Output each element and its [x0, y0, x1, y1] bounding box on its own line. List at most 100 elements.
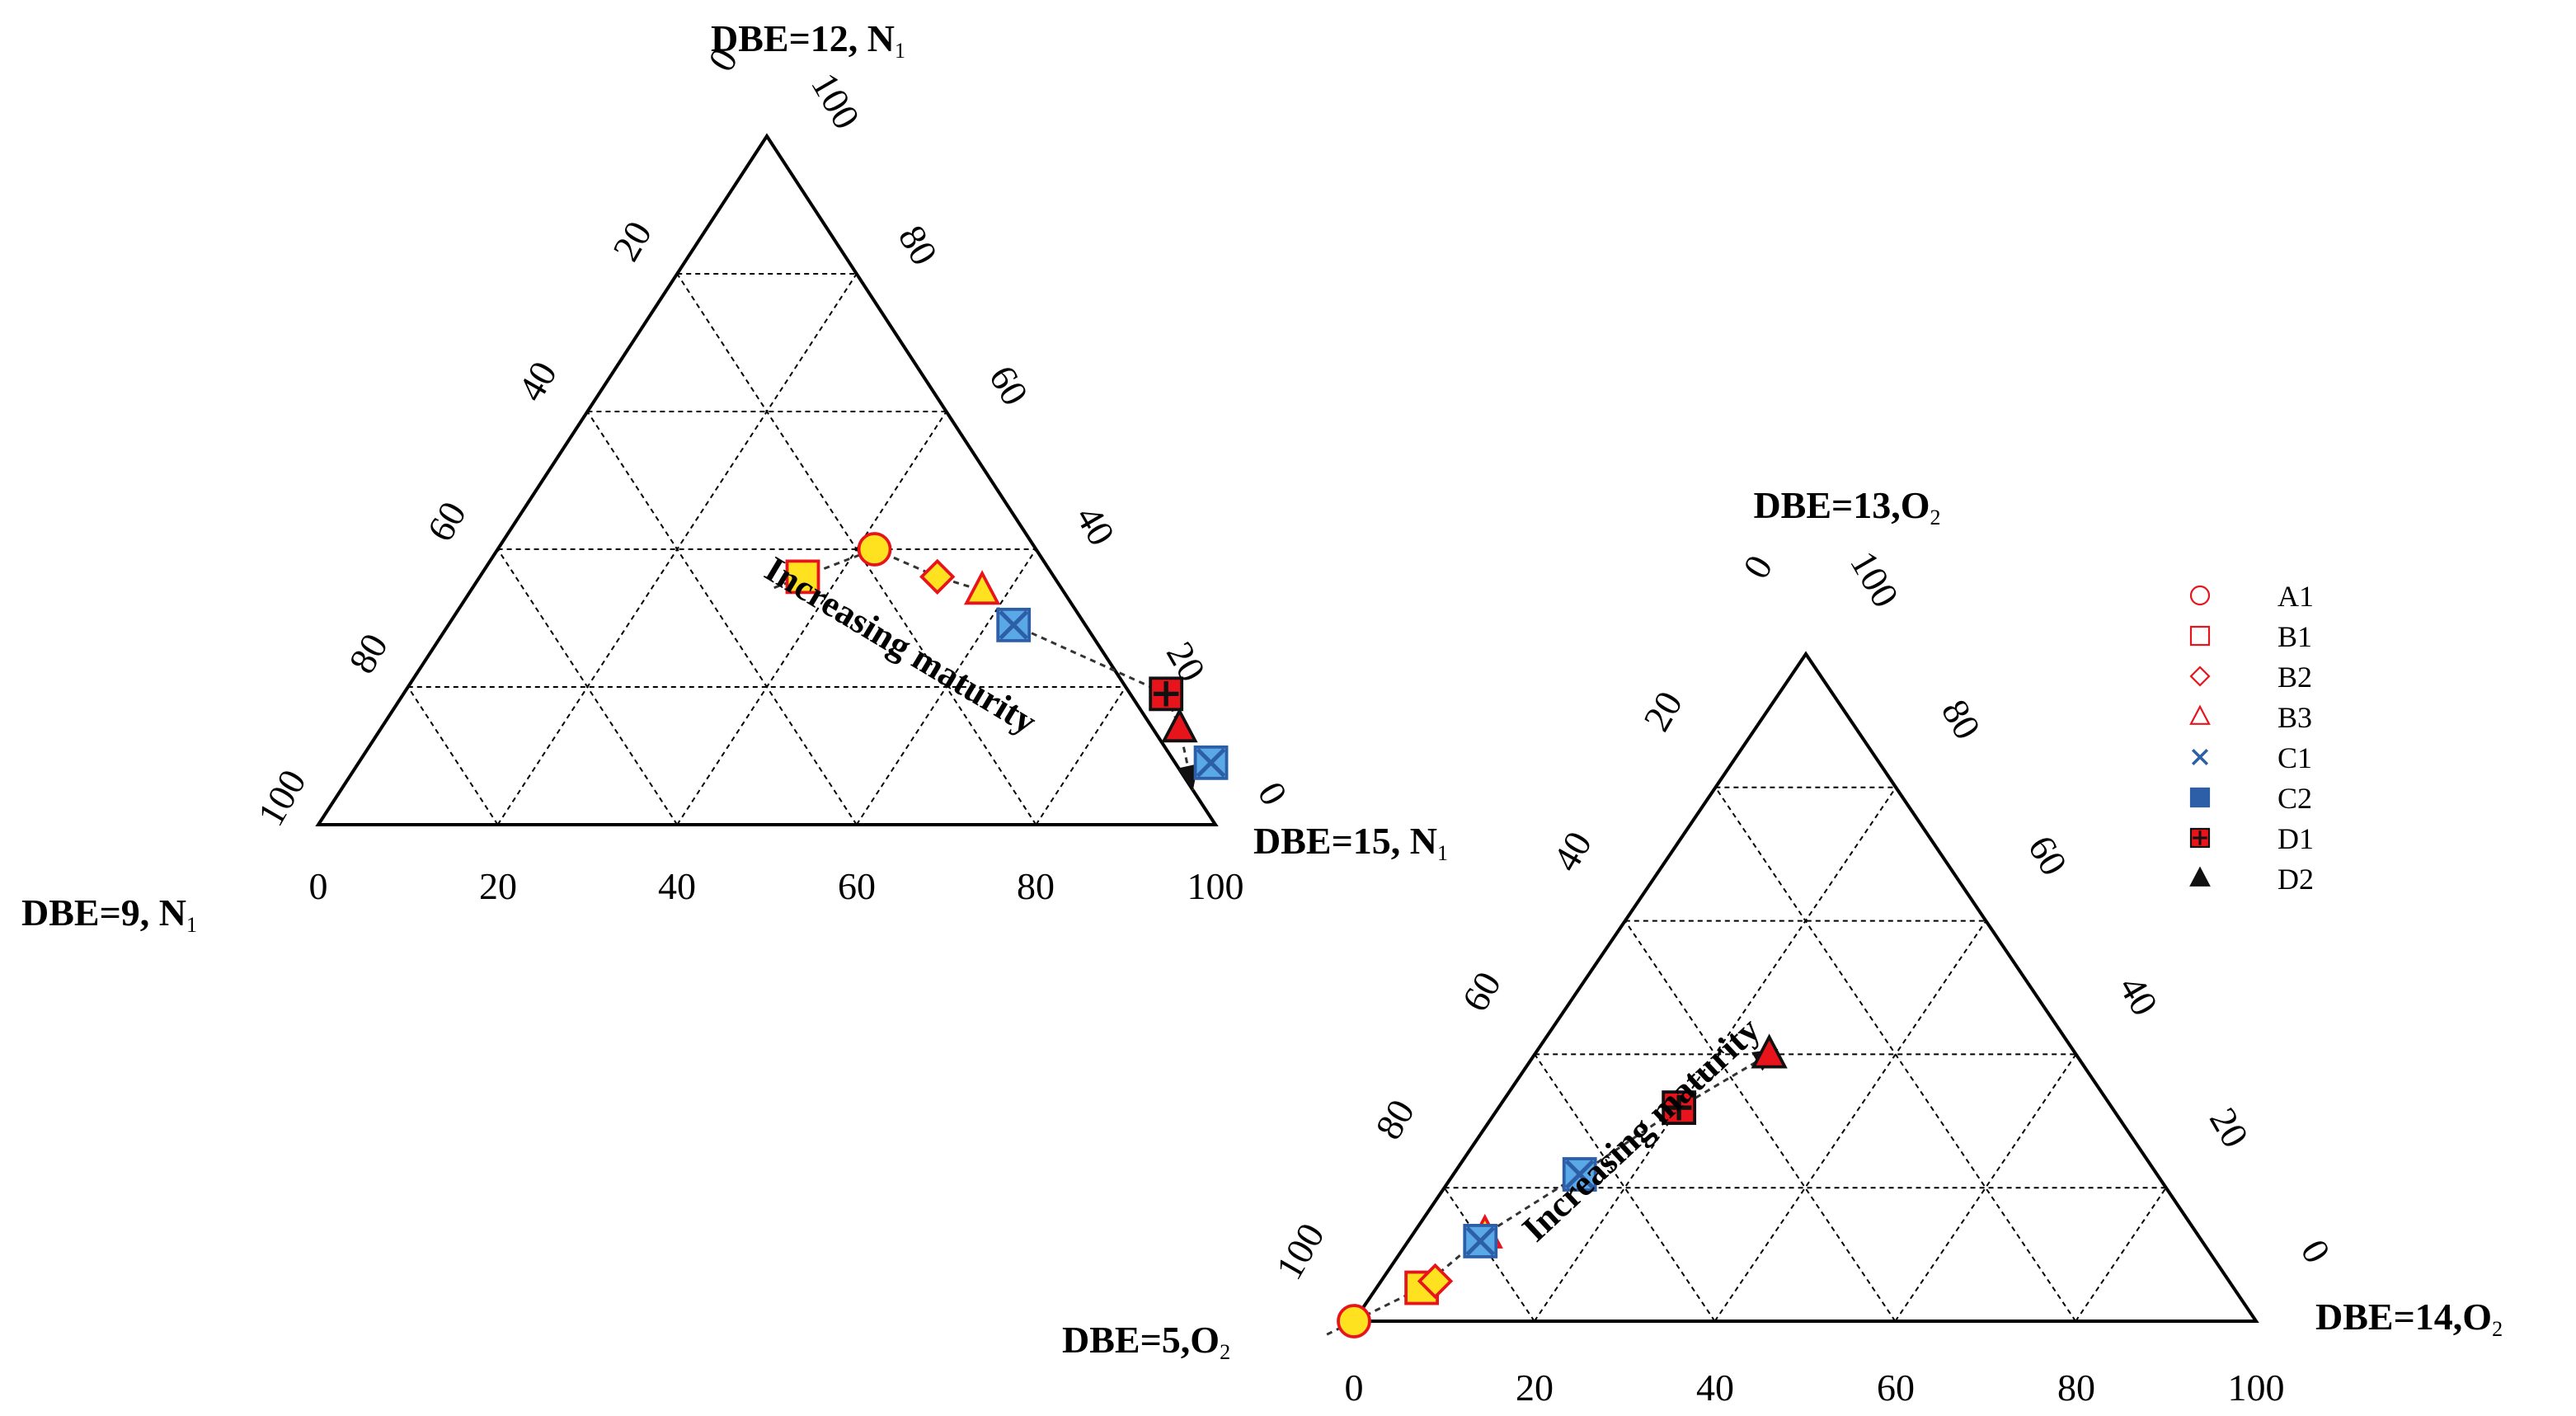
point-b3 — [963, 570, 1001, 605]
tick-label: 0 — [1735, 548, 1781, 586]
tick-label: 60 — [838, 865, 876, 907]
arrowhead-icon — [1177, 764, 1199, 791]
tick-label: 80 — [2057, 1367, 2095, 1409]
triangle-frame — [1351, 651, 2259, 1323]
point-b2 — [919, 558, 956, 595]
triangle-frame — [315, 133, 1219, 826]
legend-item-d2: D2 — [2189, 863, 2314, 896]
tick-label: 80 — [1017, 865, 1055, 907]
grid-lines — [407, 273, 1127, 826]
legend-label: A1 — [2278, 580, 2314, 613]
vertex-label-right: DBE=14,O2 — [2315, 1296, 2503, 1341]
tick-label: 100 — [1842, 544, 1907, 614]
legend-marker-icon — [2189, 866, 2211, 887]
vertex-label-subscript: 2 — [2492, 1317, 2503, 1341]
vertex-label-text: DBE=14,O — [2315, 1296, 2492, 1338]
point-b1 — [785, 559, 820, 595]
tick-label: 40 — [658, 865, 696, 907]
legend-item-d1: D1 — [2189, 822, 2314, 855]
vertex-label-left: DBE=9, N1 — [21, 891, 197, 937]
vertex-label-left: DBE=5,O2 — [1062, 1319, 1230, 1364]
tick-label: 80 — [341, 627, 396, 680]
legend-label: C1 — [2278, 741, 2312, 774]
tick-label: 80 — [1367, 1093, 1422, 1146]
grid-line — [586, 411, 858, 826]
legend-label: B2 — [2278, 661, 2312, 694]
tick-label: 60 — [981, 359, 1037, 412]
point-d1 — [1662, 1090, 1697, 1126]
trend-annotation: Increasing maturity — [1514, 1009, 1767, 1249]
point-b2 — [1417, 1263, 1454, 1300]
grid-line — [855, 548, 1037, 826]
tick-label: 0 — [1250, 775, 1296, 812]
vertex-label-subscript: 2 — [1930, 506, 1941, 529]
ternary-chart-n1: 0 20 40 60 80 100 0 20 40 60 80 100 100 … — [21, 17, 1448, 937]
tick-label: 80 — [1934, 693, 1989, 746]
tick-label: 0 — [309, 865, 328, 907]
legend-marker-icon — [2189, 666, 2211, 687]
legend-marker-icon — [2189, 585, 2211, 606]
legend-item-c2: C2 — [2189, 782, 2312, 815]
tick-label: 60 — [419, 495, 474, 548]
vertex-label-subscript: 1 — [895, 39, 905, 63]
grid-line — [676, 411, 947, 826]
legend-marker-icon — [2189, 625, 2211, 647]
vertex-label-text: DBE=15, N — [1253, 820, 1437, 862]
legend-item-b3: B3 — [2189, 701, 2312, 734]
vertex-label-subscript: 2 — [1220, 1340, 1230, 1364]
point-a1 — [857, 532, 892, 567]
tick-label: 40 — [1544, 825, 1600, 878]
tick-label: 80 — [891, 219, 946, 272]
data-points — [785, 532, 1229, 780]
vertex-label-text: DBE=9, N — [21, 891, 186, 934]
grid-line — [1035, 686, 1127, 826]
legend-item-b2: B2 — [2189, 661, 2312, 694]
tick-label: 100 — [249, 763, 314, 833]
tick-label: 40 — [510, 355, 565, 408]
tick-label: 100 — [803, 66, 868, 136]
tick-label: 20 — [604, 214, 660, 268]
vertex-label-text: DBE=12, N — [711, 17, 895, 59]
legend-marker-icon — [2189, 787, 2211, 808]
legend-label: D2 — [2278, 863, 2314, 896]
legend-item-b1: B1 — [2189, 620, 2312, 653]
tick-label: 60 — [1877, 1367, 1915, 1409]
tick-label: 0 — [1345, 1367, 1364, 1409]
grid-line — [1713, 920, 1987, 1322]
tick-label: 20 — [1516, 1367, 1554, 1409]
point-a1 — [1337, 1304, 1371, 1338]
vertex-label-subscript: 1 — [186, 913, 197, 937]
vertex-label-subscript: 1 — [1437, 841, 1448, 865]
trend-annotation: Increasing maturity — [758, 548, 1043, 742]
tick-label: 60 — [1454, 965, 1509, 1018]
point-d2 — [1161, 708, 1198, 743]
grid-line — [1624, 920, 1897, 1322]
tick-label: 100 — [1267, 1216, 1333, 1287]
legend-label: D1 — [2278, 822, 2314, 855]
point-d2 — [1751, 1033, 1788, 1069]
legend-label: B3 — [2278, 701, 2312, 734]
point-c2 — [1562, 1157, 1597, 1192]
legend-label: B1 — [2278, 620, 2312, 653]
vertex-label-right: DBE=15, N1 — [1253, 820, 1448, 865]
grid-line — [496, 548, 679, 826]
point-d1 — [1149, 676, 1184, 712]
data-points — [1337, 1033, 1788, 1338]
tick-label: 60 — [2020, 829, 2075, 882]
vertex-label-text: DBE=5,O — [1062, 1319, 1220, 1361]
legend-marker-icon — [2189, 827, 2211, 849]
tick-label: 20 — [1635, 684, 1690, 738]
tick-label: 40 — [1068, 499, 1123, 553]
trend-arrowhead — [1177, 764, 1199, 791]
grid-line — [2075, 1187, 2167, 1322]
tick-label: 40 — [2111, 969, 2166, 1023]
tick-label: 40 — [1696, 1367, 1734, 1409]
legend-item-a1: A1 — [2189, 580, 2314, 613]
vertex-label-top: DBE=13,O2 — [1753, 484, 1940, 529]
point-c1 — [996, 607, 1032, 642]
point-c2 — [1193, 745, 1229, 780]
vertex-label-text: DBE=13,O — [1753, 484, 1930, 526]
tick-label: 20 — [2202, 1101, 2257, 1155]
legend-label: C2 — [2278, 782, 2312, 815]
